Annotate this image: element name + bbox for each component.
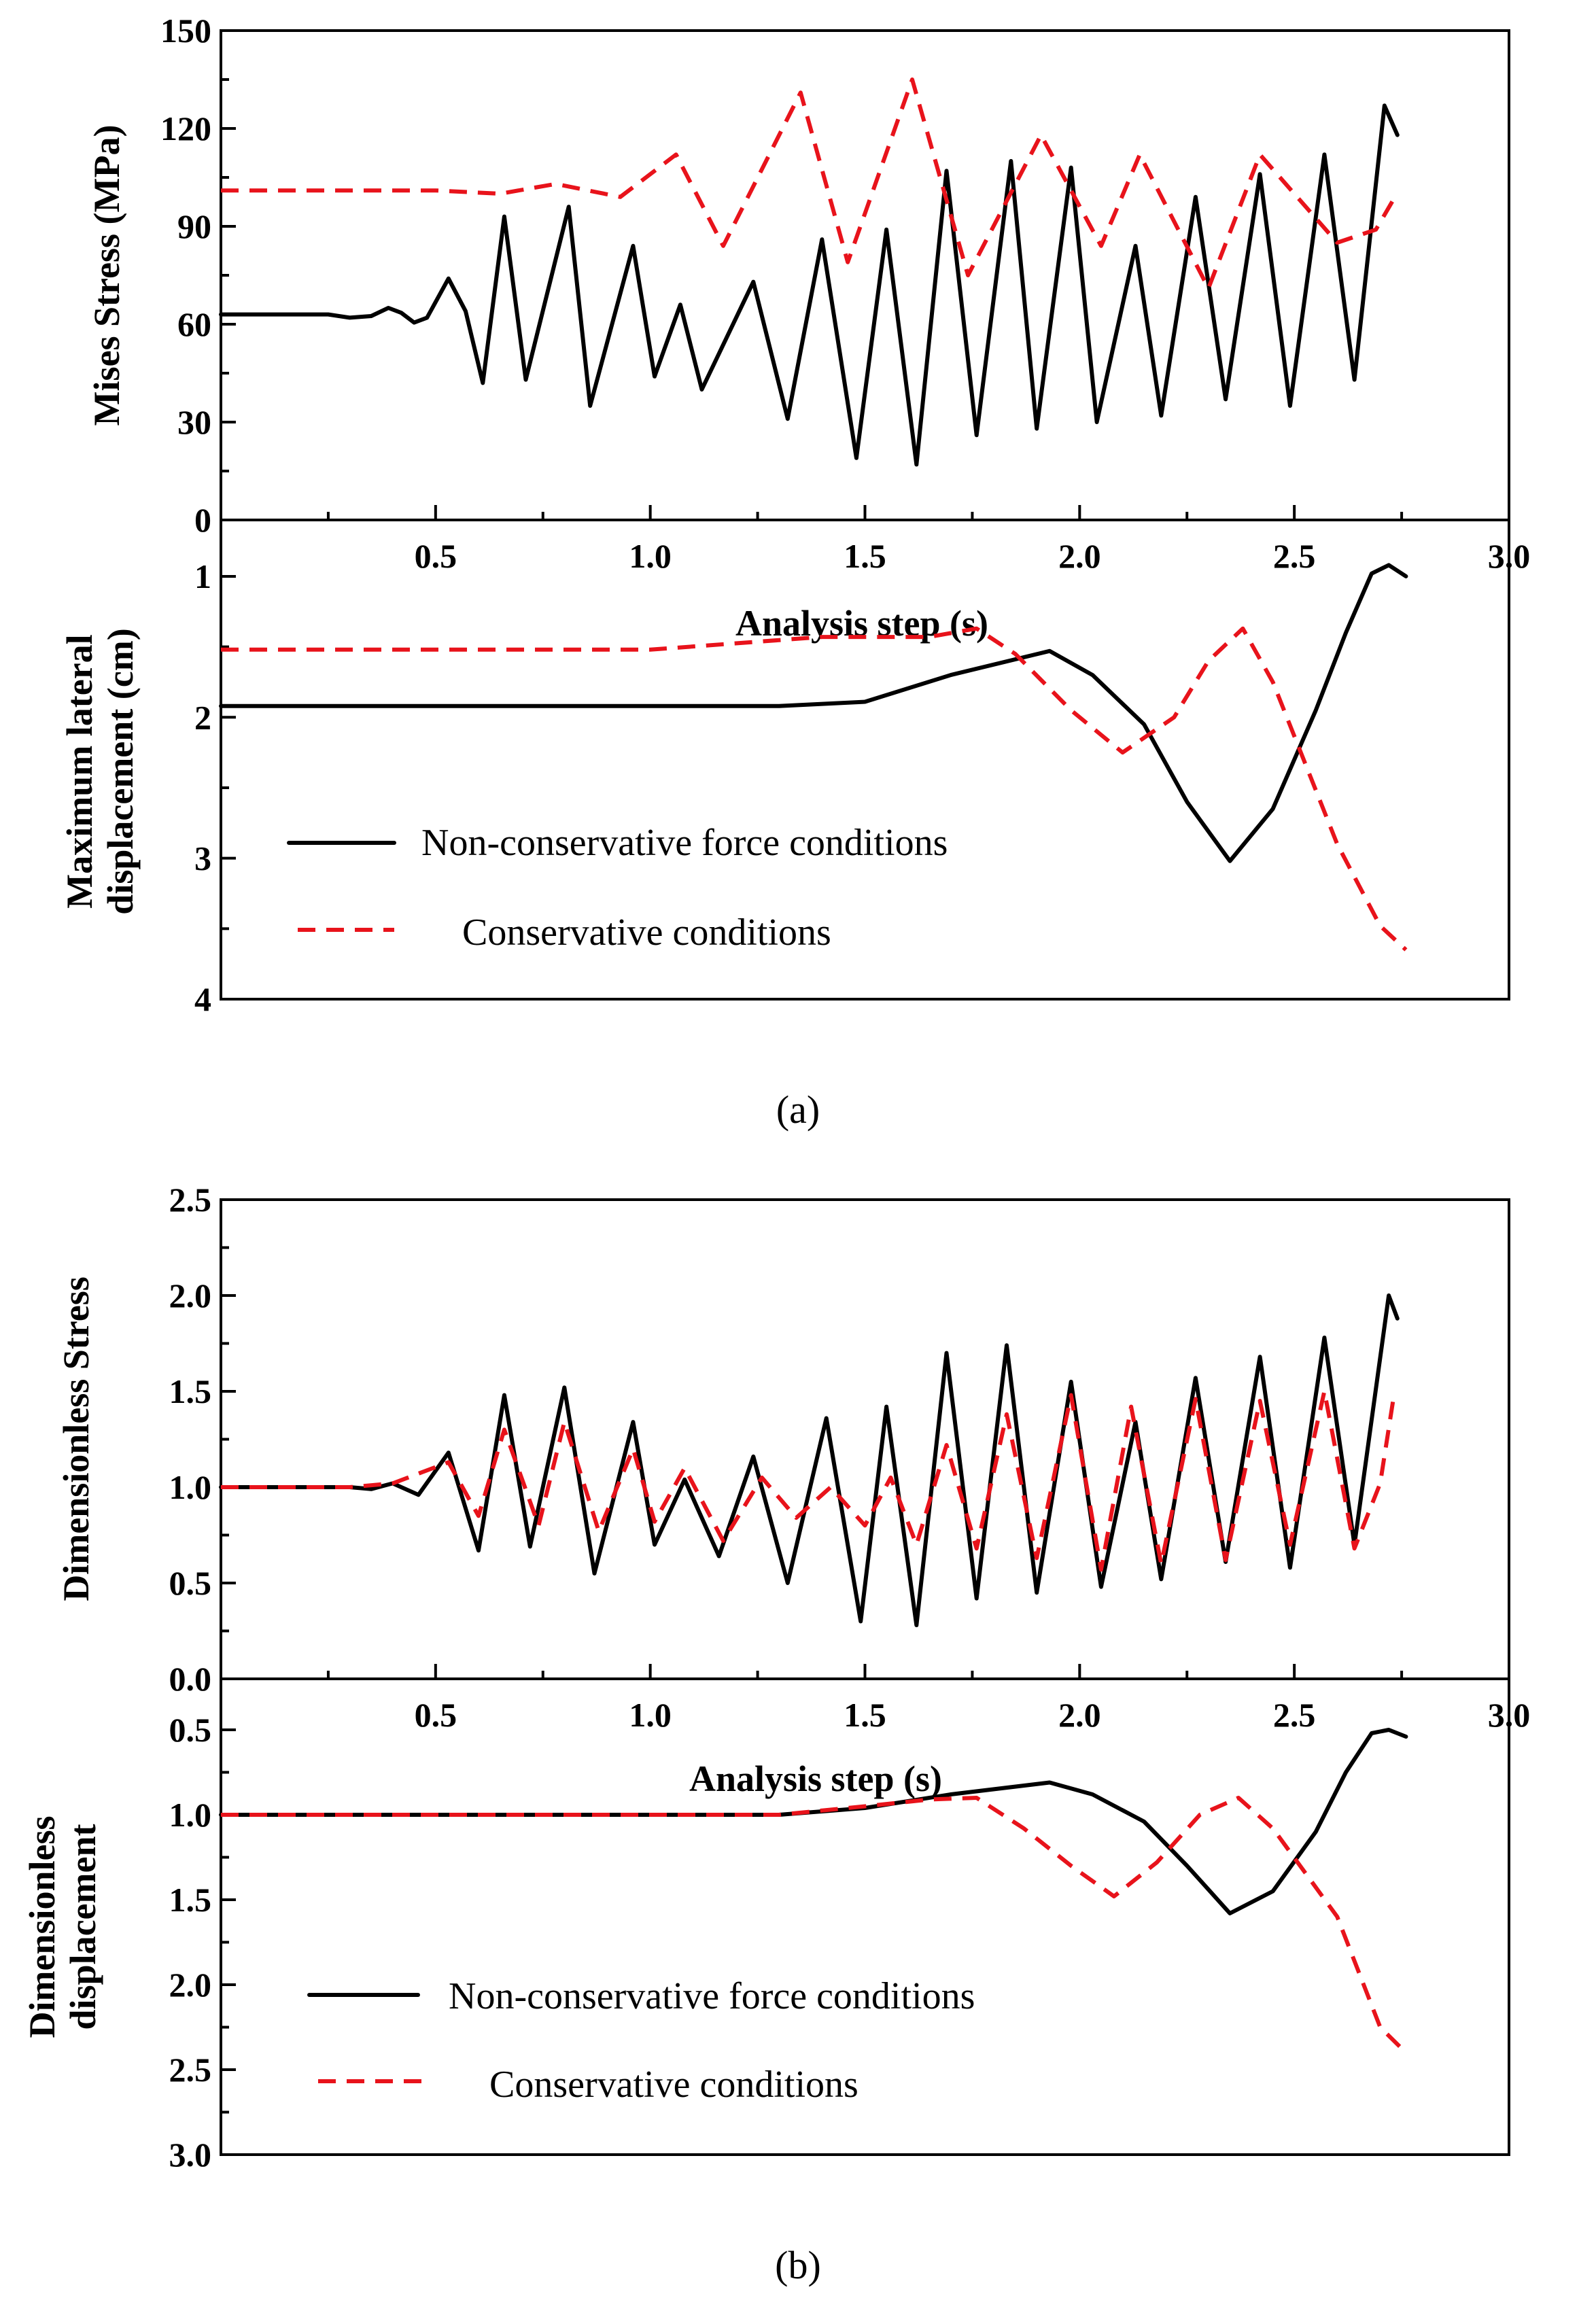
x-tick-label: 1.5 [844,1696,886,1734]
panel-b-legend-dashed-label: Conservative conditions [489,2064,858,2106]
panel-a-label: (a) [776,1088,820,1132]
y-tick-label: 1.5 [169,1372,212,1410]
y-tick-label: 1 [194,557,211,595]
series-line-conservative [221,1389,1395,1572]
y-tick-label: 60 [177,305,211,343]
y-tick-label: 4 [194,980,211,1018]
y-tick-label: 3.0 [169,2136,212,2174]
panel-b-displacement-frame [220,1677,1510,2156]
y-tick-label: 1.0 [169,1468,212,1506]
series-line-non-conservative [219,563,1408,863]
panel-b-displacement-ylabel-line2: displacement [63,1824,103,2030]
y-tick-label: 150 [160,12,211,50]
x-tick-label: 1.0 [629,1696,672,1734]
x-tick-label: 2.5 [1273,537,1316,575]
panel-b-legend-solid-label: Non-conservative force conditions [449,1975,975,2017]
series-line-non-conservative [219,103,1400,467]
panel-b-displacement-ylabel-line1: Dimensionless [22,1815,63,2038]
x-tick-label: 2.0 [1058,1696,1101,1734]
panel-b-displacement-ticks: 0.5 1.0 1.5 2.0 2.5 3.0 [169,1711,236,2174]
panel-a-displacement-frame [220,519,1510,1001]
x-tick-label: 2.5 [1273,1696,1316,1734]
y-tick-label: 2.0 [169,1276,212,1315]
y-tick-label: 3 [194,839,211,877]
panel-a-legend-solid-label: Non-conservative force conditions [421,822,948,864]
panel-a-legend-dashed-label: Conservative conditions [462,911,831,954]
series-line-conservative [221,626,1408,952]
series-line-conservative [221,1796,1408,2055]
panel-a-displacement-series [219,563,1408,952]
x-tick-label: 0.5 [415,1696,457,1734]
x-tick-label: 0.5 [415,537,457,575]
y-tick-label: 2 [194,698,211,736]
panel-b-stress-ylabel: Dimensionless Stress [56,1276,97,1601]
panel-b-stress-ticks: 0.00.51.01.52.02.50.5 1.0 1.5 2.0 2.5 3.0 [169,1181,1531,1734]
panel-b-displacement-series [219,1728,1408,2055]
y-tick-label: 0 [194,501,211,539]
panel-b-legend: Non-conservative force conditions Conser… [307,1975,975,2106]
panel-b-displacement-plot: 0.5 1.0 1.5 2.0 2.5 3.0 Dimensionless displac… [22,1677,1510,2174]
y-tick-label: 1.0 [169,1796,212,1834]
panel-b-stress-series [219,1293,1400,1627]
panel-a-legend: Non-conservative force conditions Conser… [287,822,948,954]
y-tick-label: 90 [177,207,211,245]
y-tick-label: 30 [177,403,211,441]
x-tick-label: 1.0 [629,537,672,575]
panel-a-stress-series [219,77,1400,467]
panel-a-displacement-ylabel-line2: displacement (cm) [100,628,141,914]
panel-b-xlabel: Analysis step (s) [689,1758,942,1799]
y-tick-label: 0.0 [169,1660,212,1698]
y-tick-label: 2.5 [169,2051,212,2089]
y-tick-label: 2.0 [169,1966,212,2004]
panel-a-displacement-plot: 1 2 3 4 Maximum lateral displacement (cm) N… [59,519,1510,1018]
x-tick-label: 2.0 [1058,537,1101,575]
panel-b-label: (b) [775,2243,821,2287]
y-tick-label: 0.5 [169,1564,212,1602]
panel-a-stress-ylabel: Mises Stress (MPa) [86,125,127,426]
panel-b-stress-plot: 0.00.51.01.52.02.50.5 1.0 1.5 2.0 2.5 3.0 Dim… [56,1181,1530,1799]
y-tick-label: 120 [160,109,211,147]
y-tick-label: 2.5 [169,1181,212,1219]
series-line-conservative [221,77,1395,291]
panel-a-displacement-ticks: 1 2 3 4 [194,557,236,1018]
x-tick-label: 1.5 [844,537,886,575]
y-tick-label: 0.5 [169,1711,212,1749]
panel-a-displacement-ylabel-line1: Maximum lateral [59,634,100,908]
y-tick-label: 1.5 [169,1881,212,1919]
